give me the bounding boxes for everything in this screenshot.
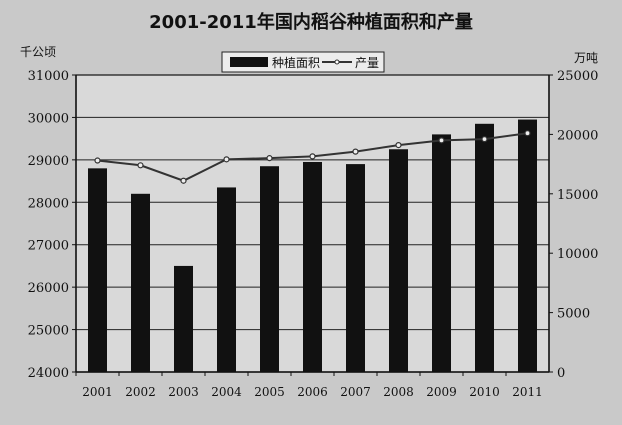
right-tick-label: 20000	[557, 128, 598, 143]
left-tick-label: 29000	[28, 154, 69, 169]
chart-title: 2001-2011年国内稻谷种植面积和产量	[149, 11, 473, 33]
x-tick-label: 2010	[469, 385, 500, 399]
x-tick-label: 2006	[297, 385, 328, 399]
point-production	[137, 162, 144, 169]
x-tick-label: 2002	[125, 385, 156, 399]
bar-planting-area	[303, 161, 322, 372]
right-tick-label: 10000	[557, 247, 598, 262]
x-tick-label: 2004	[211, 385, 242, 399]
x-tick-label: 2011	[512, 385, 543, 399]
point-production	[481, 136, 488, 143]
right-axis-unit: 万吨	[574, 51, 598, 65]
point-production	[352, 148, 359, 155]
x-tick-label: 2009	[426, 385, 457, 399]
bar-planting-area	[174, 265, 193, 372]
x-tick-label: 2003	[168, 385, 199, 399]
legend-line-marker	[334, 59, 340, 65]
left-tick-label: 26000	[28, 281, 69, 296]
bar-planting-area	[389, 149, 408, 372]
bar-planting-area	[88, 168, 107, 372]
bar-planting-area	[432, 134, 451, 372]
legend: 种植面积 产量	[221, 51, 385, 73]
right-tick-label: 0	[557, 366, 565, 381]
bar-planting-area	[346, 164, 365, 372]
bar-planting-area	[518, 119, 537, 372]
legend-line-label: 产量	[355, 56, 379, 70]
left-tick-label: 28000	[28, 196, 69, 211]
plot-area: 24000 25000 26000 27000 28000 29000 30000 31000…	[28, 69, 599, 399]
point-production	[266, 155, 273, 162]
bar-planting-area	[260, 166, 279, 372]
legend-bar-label: 种植面积	[272, 55, 320, 70]
right-tick-label: 5000	[557, 307, 590, 322]
point-production	[309, 153, 316, 160]
left-tick-label: 31000	[28, 69, 69, 84]
left-tick-label: 27000	[28, 239, 69, 254]
point-production	[438, 137, 445, 144]
point-production	[94, 157, 101, 164]
point-production	[524, 130, 531, 137]
legend-bar-swatch	[230, 57, 268, 67]
point-production	[223, 156, 230, 163]
x-tick-label: 2005	[254, 385, 285, 399]
right-tick-label: 25000	[557, 69, 598, 84]
bar-planting-area	[475, 123, 494, 373]
x-tick-label: 2001	[82, 385, 113, 399]
bar-planting-area	[217, 187, 236, 372]
left-tick-label: 30000	[28, 111, 69, 126]
x-tick-label: 2007	[340, 385, 371, 399]
bar-planting-area	[131, 193, 150, 372]
point-production	[180, 177, 187, 184]
left-tick-label: 25000	[28, 324, 69, 339]
x-tick-label: 2008	[383, 385, 414, 399]
left-tick-label: 24000	[28, 366, 69, 381]
right-tick-label: 15000	[557, 188, 598, 203]
left-axis-unit: 千公顷	[20, 45, 56, 59]
point-production	[395, 141, 402, 149]
